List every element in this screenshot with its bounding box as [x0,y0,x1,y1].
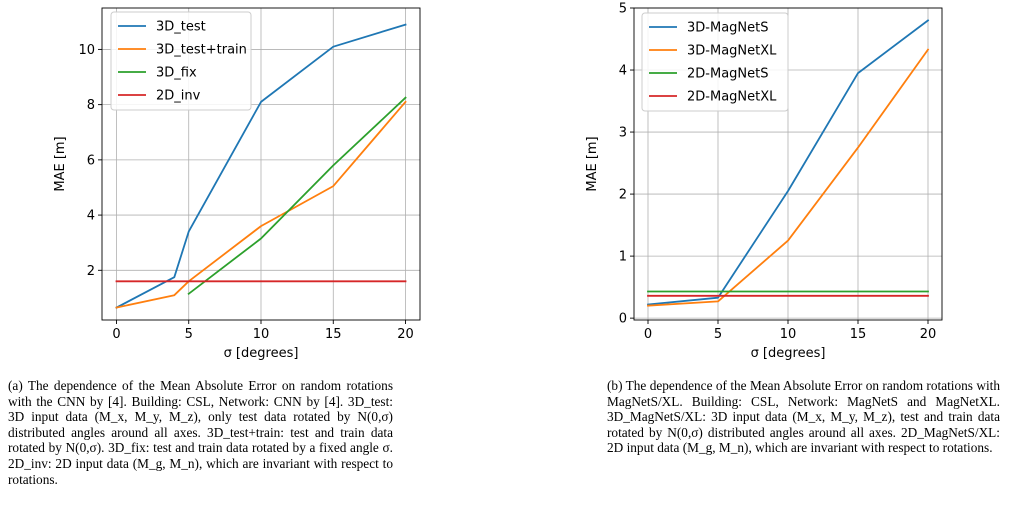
y-tick-label: 0 [619,312,627,327]
y-tick-label: 4 [619,64,627,79]
legend-entry: 3D-MagNetS [687,21,768,36]
x-tick-label: 20 [920,327,937,342]
x-tick-label: 5 [185,327,193,342]
legend-entry: 3D_test+train [156,43,247,58]
y-tick-label: 5 [619,2,627,17]
y-tick-label: 2 [87,264,95,279]
legend-entry: 2D-MagNetS [687,67,768,82]
y-tick-label: 10 [78,43,95,58]
legend-box [110,11,252,111]
y-tick-label: 1 [619,250,627,265]
caption-b: (b) The dependence of the Mean Absolute … [607,378,1000,456]
y-axis-label: MAE [m] [53,136,68,191]
x-axis-label: σ [degrees] [751,346,826,361]
series-line-3D-MagNetS [647,19,930,306]
y-tick-label: 2 [619,188,627,203]
y-tick-label: 6 [87,153,95,168]
x-tick-label: 15 [325,327,342,342]
y-axis-label: MAE [m] [585,136,600,191]
chart-b: 0 5 10 15 20 0 1 2 3 4 5 σ [degrees] MAE [m] 3D-MagNe… [585,2,943,361]
caption-b-text: (b) The dependence of the Mean Absolute … [607,378,1000,456]
series-line-3D-MagNetXL [647,48,930,307]
x-tick-label: 0 [644,327,652,342]
legend-entry: 3D_test [156,20,206,35]
x-tick-label: 15 [850,327,867,342]
series-line-3D_test [115,23,407,309]
series-line-3D_test+train [115,100,407,309]
caption-a: (a) The dependence of the Mean Absolute … [8,378,393,487]
y-tick-label: 4 [87,209,95,224]
series-line-3D_fix [187,96,407,296]
x-tick-label: 0 [112,327,120,342]
legend: 3D_test 3D_test+train 3D_fix 2D_inv [110,11,252,111]
x-axis-label: σ [degrees] [224,346,299,361]
x-tick-label: 5 [714,327,722,342]
legend-box [641,12,789,112]
x-tick-label: 20 [397,327,414,342]
x-tick-label: 10 [253,327,270,342]
legend-entry: 3D_fix [156,66,197,81]
legend: 3D-MagNetS 3D-MagNetXL 2D-MagNetS 2D-MagNet… [641,12,789,112]
legend-entry: 2D_inv [156,89,201,104]
caption-a-text: (a) The dependence of the Mean Absolute … [8,378,393,487]
x-tick-label: 10 [780,327,797,342]
legend-entry: 3D-MagNetXL [687,44,777,59]
y-tick-label: 3 [619,126,627,141]
legend-entry: 2D-MagNetXL [687,90,777,105]
y-tick-label: 8 [87,98,95,113]
